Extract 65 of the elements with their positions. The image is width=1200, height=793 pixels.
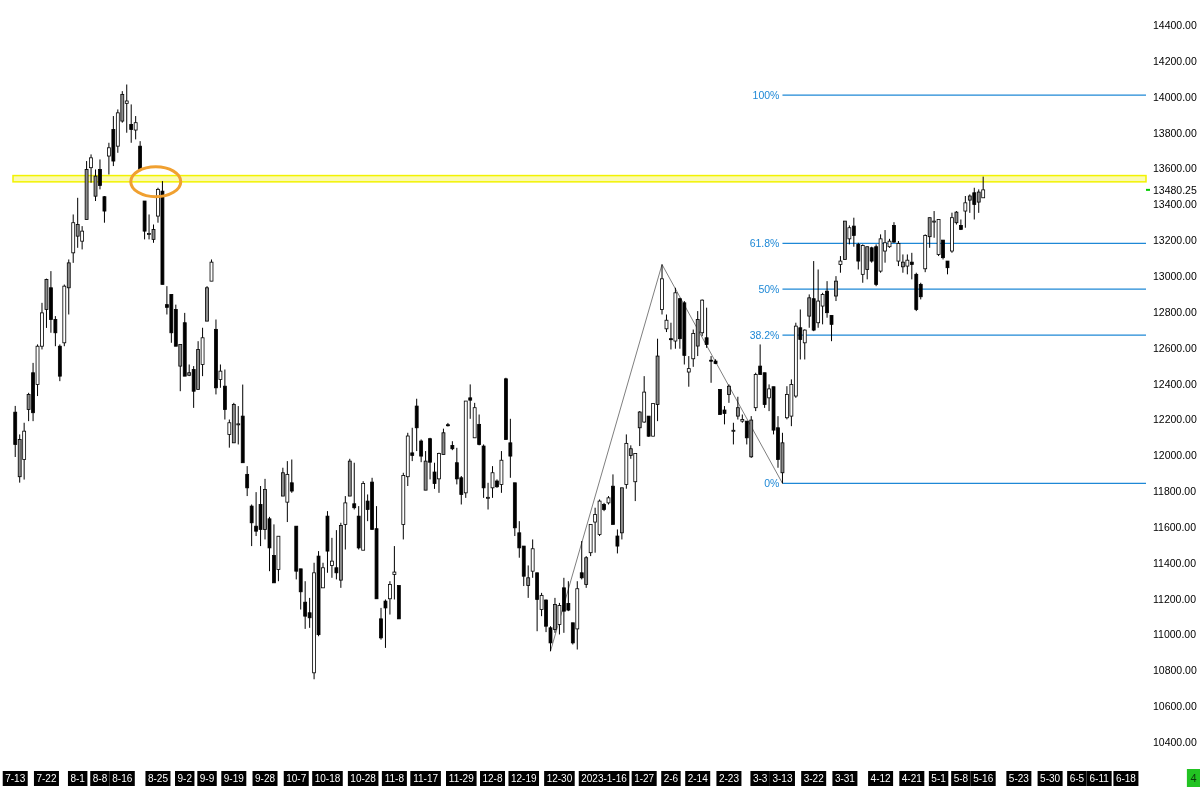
- candlestick: [530, 538, 535, 579]
- candlestick: [75, 197, 80, 249]
- candlestick: [816, 269, 821, 329]
- annotation: 61.8%: [749, 237, 780, 250]
- candlestick: [851, 217, 856, 248]
- y-tick-label: 14400.00: [1153, 19, 1197, 31]
- candlestick: [686, 355, 691, 388]
- y-tick-label: 11400.00: [1153, 556, 1197, 569]
- candlestick: [129, 103, 134, 144]
- y-tick-label: 10800.00: [1153, 664, 1197, 677]
- candlestick: [102, 195, 107, 224]
- annotation: 0%: [764, 477, 780, 490]
- candlestick: [802, 328, 807, 360]
- annotation: 100%: [752, 89, 780, 102]
- y-tick-label: 12600.00: [1153, 341, 1197, 354]
- candlestick: [976, 188, 981, 214]
- y-tick-label: 11200.00: [1153, 592, 1197, 605]
- text: 4: [1190, 772, 1197, 784]
- y-tick-label: 12800.00: [1153, 305, 1197, 318]
- candlestick: [967, 193, 972, 214]
- candlestick: [909, 252, 914, 280]
- annotation: 50%: [758, 283, 780, 296]
- y-tick-label: 12200.00: [1153, 413, 1197, 426]
- y-tick-label: 13600.00: [1153, 162, 1197, 175]
- candlestick: [963, 195, 968, 229]
- candlestick: [972, 187, 977, 220]
- annotation: 38.2%: [749, 329, 780, 342]
- candlestick: [865, 246, 870, 280]
- candlestick: [731, 422, 736, 445]
- candlestick: [566, 580, 571, 612]
- y-tick-label: 14000.00: [1153, 90, 1197, 103]
- y-tick-label: 12400.00: [1153, 377, 1197, 390]
- candlestick: [80, 225, 85, 250]
- y-tick-label: 10600.00: [1153, 700, 1197, 713]
- candlestick: [334, 529, 339, 580]
- candlestick: [508, 418, 513, 479]
- y-tick-label: 11600.00: [1153, 520, 1197, 533]
- candlestick: [834, 275, 838, 302]
- candlestick: [807, 293, 812, 329]
- candlestick: [352, 462, 357, 511]
- y-tick-label: 10400.00: [1153, 736, 1197, 748]
- y-tick-label: 11800.00: [1153, 485, 1197, 498]
- y-tick-label: 13200.00: [1153, 234, 1197, 247]
- y-tick-label: 11000.00: [1153, 628, 1197, 641]
- y-tick-label: 12000.00: [1153, 449, 1197, 462]
- candlestick: [209, 258, 214, 282]
- candlestick: [981, 176, 986, 199]
- candlestick: [727, 383, 731, 404]
- candlestick: [446, 422, 450, 428]
- candlestick: [303, 580, 308, 630]
- y-tick-label: 13480.25: [1153, 183, 1197, 196]
- candlestick: [905, 253, 910, 275]
- y-tick-label: 13000.00: [1153, 269, 1197, 282]
- y-tick-label: 14200.00: [1153, 54, 1197, 67]
- candlestick: [615, 528, 620, 554]
- candlestick: [526, 564, 531, 599]
- candlestick: [735, 396, 740, 421]
- candlestick: [124, 84, 129, 134]
- y-tick-label: 13400.00: [1153, 198, 1197, 211]
- y-tick-label: 13800.00: [1153, 126, 1197, 139]
- candlestick: [245, 465, 250, 497]
- candlestick: [392, 545, 397, 600]
- candlestick: [414, 398, 419, 452]
- candlestick: [704, 307, 709, 349]
- candlestick: [133, 115, 138, 140]
